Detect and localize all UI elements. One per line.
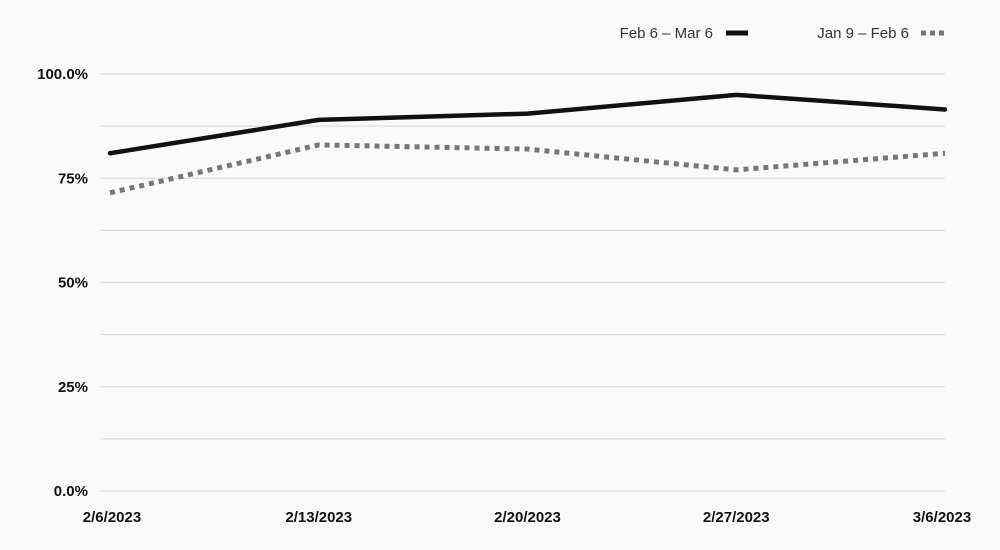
y-tick-label: 25%	[58, 379, 88, 396]
y-tick-label: 0.0%	[54, 483, 88, 500]
x-tick-label: 2/13/2023	[285, 509, 352, 526]
series-layer	[107, 92, 948, 196]
x-tick-label: 2/6/2023	[83, 509, 141, 526]
y-tick-label: 100.0%	[37, 66, 88, 83]
x-axis-ticks: 2/6/2023 2/13/2023 2/20/2023 2/27/2023 3/6/2…	[83, 509, 971, 526]
x-tick-label: 2/20/2023	[494, 509, 561, 526]
y-tick-label: 75%	[58, 170, 88, 187]
series-line-feb6-mar6	[107, 92, 948, 156]
y-axis-ticks: 0.0% 25% 50% 75% 100.0%	[37, 66, 88, 500]
legend-label: Feb 6 – Mar 6	[620, 25, 713, 42]
legend-label: Jan 9 – Feb 6	[817, 25, 909, 42]
x-tick-label: 3/6/2023	[913, 509, 971, 526]
grid-lines	[100, 73, 945, 492]
x-tick-label: 2/27/2023	[703, 509, 770, 526]
y-tick-label: 50%	[58, 275, 88, 292]
legend: Feb 6 – Mar 6 Jan 9 – Feb 6	[620, 25, 945, 42]
series-line-jan9-feb6	[109, 142, 946, 196]
